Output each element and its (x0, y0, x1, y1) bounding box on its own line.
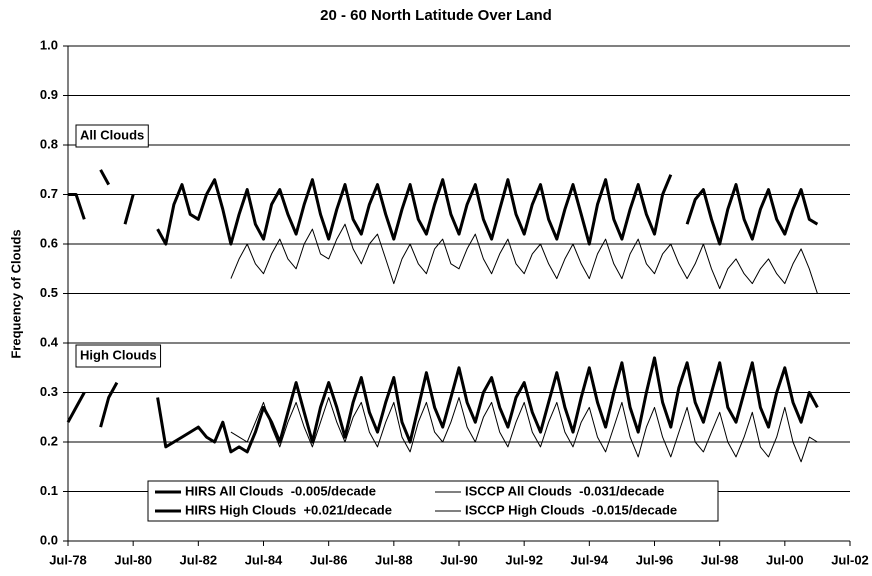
legend-box (147, 480, 719, 522)
annotation: High Clouds (80, 347, 157, 362)
series-line (230, 223, 818, 294)
x-tick-label: Jul-00 (766, 552, 804, 567)
y-tick-label: 0.2 (40, 433, 58, 448)
y-tick-label: 0.4 (40, 334, 59, 349)
y-tick-label: 0.1 (40, 483, 58, 498)
y-tick-label: 0.9 (40, 87, 58, 102)
y-axis-label: Frequency of Clouds (8, 229, 23, 358)
x-tick-label: Jul-98 (701, 552, 739, 567)
legend-label: HIRS All Clouds -0.005/decade (185, 483, 376, 498)
y-tick-label: 0.3 (40, 384, 58, 399)
annotation-box (75, 124, 149, 148)
series-line (230, 397, 818, 463)
series-line (66, 356, 819, 454)
x-tick-label: Jul-84 (245, 552, 283, 567)
x-tick-label: Jul-88 (375, 552, 413, 567)
x-tick-label: Jul-90 (440, 552, 478, 567)
annotation-box (75, 344, 162, 368)
series-line (68, 169, 819, 246)
x-tick-label: Jul-94 (571, 552, 609, 567)
x-tick-label: Jul-82 (180, 552, 218, 567)
y-tick-label: 0.6 (40, 235, 58, 250)
x-tick-label: Jul-86 (310, 552, 348, 567)
x-tick-label: Jul-92 (505, 552, 543, 567)
x-tick-label: Jul-02 (831, 552, 869, 567)
annotation: All Clouds (80, 127, 144, 142)
x-tick-label: Jul-80 (114, 552, 152, 567)
legend-label: ISCCP All Clouds -0.031/decade (465, 483, 664, 498)
y-tick-label: 0.7 (40, 186, 58, 201)
x-tick-label: Jul-78 (49, 552, 87, 567)
y-tick-label: 1.0 (40, 37, 58, 52)
y-tick-label: 0.8 (40, 136, 58, 151)
legend-label: HIRS High Clouds +0.021/decade (185, 502, 392, 517)
chart-title: 20 - 60 North Latitude Over Land (320, 7, 552, 24)
legend-label: ISCCP High Clouds -0.015/decade (465, 502, 677, 517)
x-tick-label: Jul-96 (636, 552, 674, 567)
y-tick-label: 0.0 (40, 532, 58, 547)
y-tick-label: 0.5 (40, 285, 58, 300)
